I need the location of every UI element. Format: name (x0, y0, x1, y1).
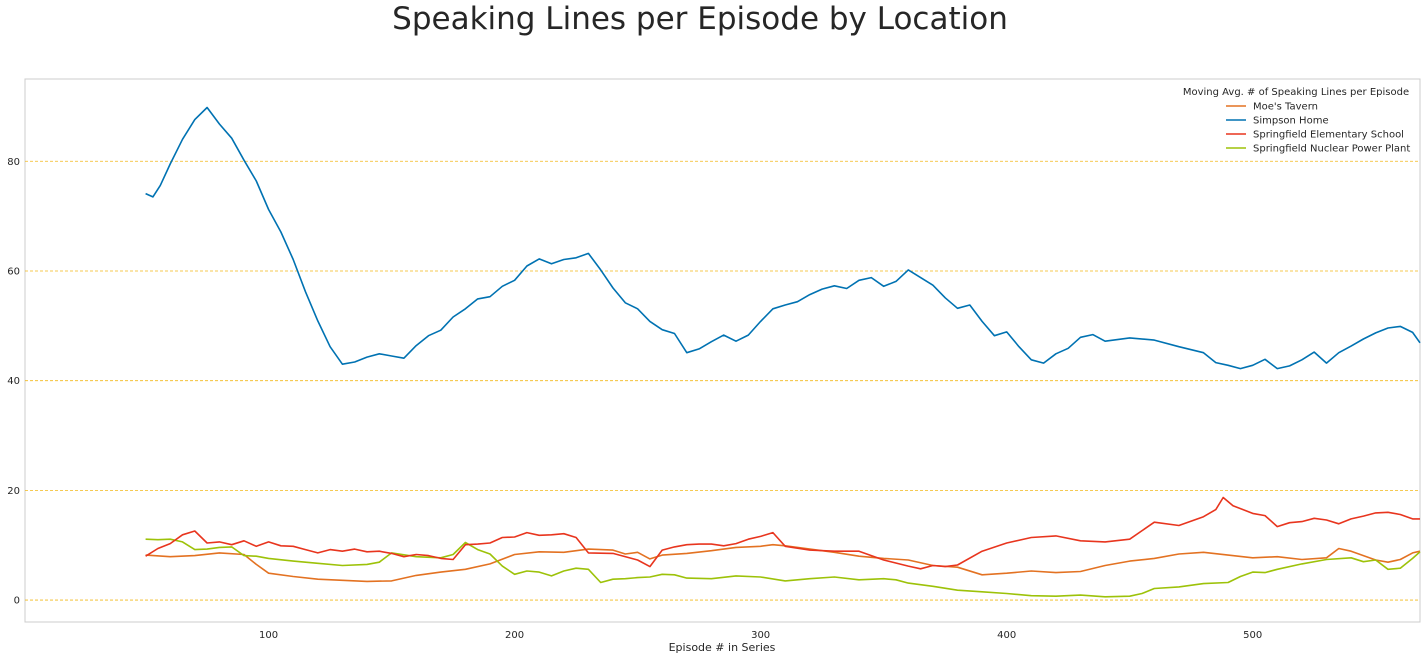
plot-frame (24, 78, 1421, 623)
x-tick-label: 300 (751, 630, 770, 641)
legend-items: Moe's Tavern Simpson Home Springfield Elem… (1226, 102, 1410, 155)
y-tick-layer: 0 20 40 60 80 (7, 157, 20, 607)
grid-layer (25, 160, 1420, 601)
legend-entry: Moe's Tavern (1253, 102, 1318, 113)
y-tick-label: 40 (7, 376, 20, 387)
y-tick-label: 0 (14, 596, 20, 607)
y-tick-label: 80 (7, 157, 20, 168)
legend: Moving Avg. # of Speaking Lines per Epis… (1183, 87, 1411, 155)
legend-title: Moving Avg. # of Speaking Lines per Epis… (1183, 87, 1409, 98)
series-line (145, 538, 1421, 598)
legend-entry: Simpson Home (1253, 116, 1329, 127)
y-tick-label: 60 (7, 266, 20, 277)
x-tick-label: 500 (1243, 630, 1262, 641)
series-line (145, 106, 1421, 370)
y-tick-label: 20 (7, 486, 20, 497)
legend-entry: Springfield Nuclear Power Plant (1253, 144, 1410, 155)
chart-title: Speaking Lines per Episode by Location (392, 1, 1008, 37)
x-tick-label: 100 (259, 630, 278, 641)
series-line (145, 496, 1420, 570)
series-layer (145, 106, 1421, 598)
x-tick-label: 200 (505, 630, 524, 641)
x-tick-layer: 100 200 300 400 500 (259, 630, 1262, 641)
legend-entry: Springfield Elementary School (1253, 130, 1404, 141)
x-axis-label: Episode # in Series (669, 641, 776, 654)
x-tick-label: 400 (997, 630, 1016, 641)
